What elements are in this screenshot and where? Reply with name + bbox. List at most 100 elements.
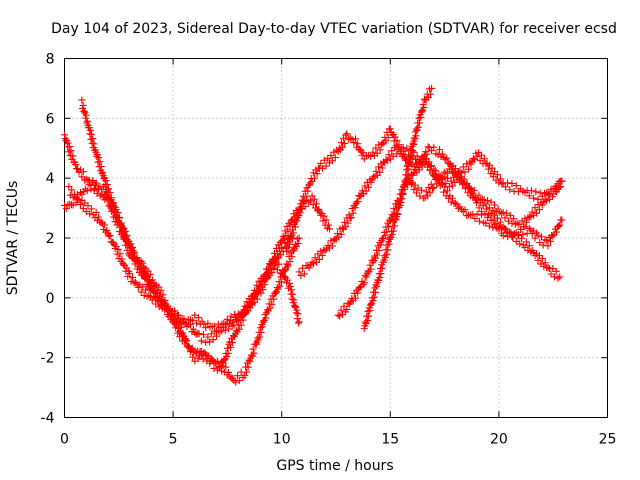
data-point [386, 125, 394, 133]
data-point [449, 169, 457, 177]
data-point [393, 209, 401, 217]
data-point [150, 293, 158, 301]
data-point [224, 349, 232, 357]
data-point [334, 311, 342, 319]
data-point [367, 300, 375, 308]
data-point [349, 209, 357, 217]
data-point [337, 230, 345, 238]
data-point [339, 224, 347, 232]
data-point [295, 268, 303, 276]
data-point [402, 156, 410, 164]
data-point [392, 216, 400, 224]
data-point [182, 336, 190, 344]
data-point [179, 329, 187, 337]
data-point [204, 333, 212, 341]
data-point [521, 215, 529, 223]
data-point [277, 251, 285, 259]
data-point [224, 368, 232, 376]
data-point [352, 135, 360, 143]
data-point [373, 282, 381, 290]
data-point [299, 200, 307, 208]
data-point [114, 245, 122, 253]
data-point [131, 278, 139, 286]
data-point [103, 226, 111, 234]
data-point [456, 177, 464, 185]
data-point [284, 243, 292, 251]
data-point [532, 188, 540, 196]
data-point [403, 144, 411, 152]
data-point [342, 223, 350, 231]
data-point [177, 323, 185, 331]
data-point [68, 186, 76, 194]
x-tick-labels: 0 5 10 15 20 25 [60, 432, 616, 448]
series-track-8 [360, 84, 436, 333]
data-point [517, 225, 525, 233]
data-point [372, 167, 380, 175]
data-point [266, 304, 274, 312]
data-point [288, 286, 296, 294]
data-point [457, 172, 465, 180]
data-point [258, 277, 266, 285]
data-point [413, 126, 421, 134]
data-point [373, 251, 381, 259]
data-point [361, 318, 369, 326]
data-point [199, 355, 207, 363]
data-point [306, 197, 314, 205]
data-point [235, 377, 243, 385]
data-point [426, 166, 434, 174]
data-point [146, 270, 154, 278]
data-point [79, 101, 87, 109]
data-point [506, 228, 514, 236]
data-point [200, 320, 208, 328]
data-point [99, 168, 107, 176]
data-point [244, 363, 252, 371]
data-point [460, 175, 468, 183]
data-point [256, 333, 264, 341]
data-point [491, 220, 499, 228]
data-point [87, 205, 95, 213]
data-point [512, 182, 520, 190]
data-point [294, 310, 302, 318]
data-point [82, 175, 90, 183]
data-point [393, 196, 401, 204]
data-point [491, 168, 499, 176]
data-point [538, 201, 546, 209]
data-point [408, 151, 416, 159]
data-point [343, 130, 351, 138]
data-point [320, 246, 328, 254]
data-point [527, 248, 535, 256]
data-point [129, 273, 137, 281]
data-point [451, 199, 459, 207]
data-point [97, 163, 105, 171]
data-point [331, 153, 339, 161]
data-point [311, 174, 319, 182]
data-point [469, 155, 477, 163]
data-point [271, 253, 279, 261]
data-point [322, 216, 330, 224]
data-point [223, 344, 231, 352]
data-point [84, 202, 92, 210]
data-point [256, 282, 264, 290]
data-point [291, 302, 299, 310]
data-point [430, 165, 438, 173]
data-point [508, 180, 516, 188]
data-point [464, 165, 472, 173]
data-point [407, 155, 415, 163]
data-point [501, 225, 509, 233]
data-point [296, 209, 304, 217]
y-tick-label: 0 [46, 291, 55, 307]
data-point [422, 188, 430, 196]
data-point [354, 140, 362, 148]
data-point [407, 180, 415, 188]
data-point [384, 134, 392, 142]
data-point [475, 191, 483, 199]
data-point [275, 245, 283, 253]
data-point [359, 149, 367, 157]
data-point [117, 220, 125, 228]
data-point [493, 214, 501, 222]
data-point [527, 213, 535, 221]
data-point [428, 184, 436, 192]
data-point [480, 196, 488, 204]
data-point [509, 234, 517, 242]
data-point [376, 168, 384, 176]
